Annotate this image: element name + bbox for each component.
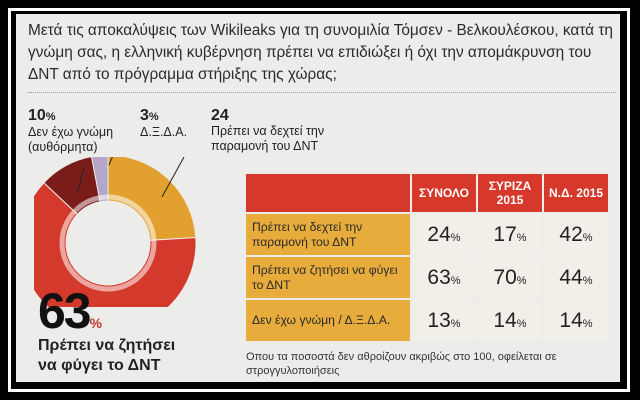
- cell-unit: %: [516, 317, 527, 330]
- cell-number: 17: [493, 222, 517, 246]
- no-opinion-label-line1: Δεν έχω γνώμη: [28, 125, 114, 139]
- accept-label-line2: παραμονή του ΔΝΤ: [211, 139, 319, 153]
- table-row: Δεν έχω γνώμη / Δ.Ξ.Δ.Α. 13% 14% 14%: [246, 300, 608, 341]
- table-row: Πρέπει να ζητήσει να φύγει το ΔΝΤ 63% 70% 4…: [246, 257, 608, 298]
- cell-unit: %: [450, 274, 461, 287]
- label-accept: 24 Πρέπει να δεχτεί την παραμονή του ΔΝΤ: [211, 108, 324, 154]
- donut-chart: [34, 157, 197, 307]
- cell-value: 14%: [478, 300, 542, 341]
- label-no-opinion: 10% Δεν έχω γνώμη (αυθόρμητα): [28, 108, 113, 155]
- infographic: Μετά τις αποκαλύψεις των Wikileaks για τ…: [16, 14, 620, 382]
- slice-dxda: [91, 157, 109, 203]
- dxda-unit: %: [148, 111, 159, 123]
- cell-number: 14: [493, 308, 517, 332]
- accept-value: 24: [211, 107, 229, 124]
- row-label: Πρέπει να ζητήσει να φύγει το ΔΝΤ: [246, 257, 410, 298]
- cell-value: 44%: [544, 257, 608, 298]
- cell-number: 42: [559, 222, 583, 246]
- cell-number: 13: [427, 308, 451, 332]
- leader-line-accept: [161, 157, 185, 198]
- table-header-row: ΣΥΝΟΛΟ ΣΥΡΙΖΑ 2015 Ν.Δ. 2015: [246, 174, 608, 212]
- cell-unit: %: [450, 231, 461, 244]
- column-header: ΣΥΡΙΖΑ 2015: [478, 174, 542, 212]
- leader-line-no-opinion: [77, 166, 85, 192]
- survey-question: Μετά τις αποκαλύψεις των Wikileaks για τ…: [28, 22, 613, 83]
- accept-label-line1: Πρέπει να δεχτεί την: [211, 124, 325, 138]
- cell-unit: %: [582, 231, 593, 244]
- column-header: Ν.Δ. 2015: [544, 174, 608, 212]
- leave-big-figure: 63%: [38, 286, 102, 336]
- no-opinion-label-line2: (αυθόρμητα): [28, 140, 98, 154]
- cell-value: 70%: [478, 257, 542, 298]
- no-opinion-value: 10: [28, 107, 46, 124]
- no-opinion-unit: %: [45, 111, 56, 123]
- row-label: Δεν έχω γνώμη / Δ.Ξ.Δ.Α.: [246, 300, 410, 341]
- cell-number: 63: [427, 265, 451, 289]
- donut-inner-ring: [59, 194, 157, 292]
- slice-accept: [107, 157, 197, 241]
- cell-value: 14%: [544, 300, 608, 341]
- cell-number: 24: [427, 222, 451, 246]
- dxda-label: Δ.Ξ.Δ.Α.: [140, 125, 188, 139]
- cell-value: 24%: [412, 214, 476, 255]
- label-dxda: 3% Δ.Ξ.Δ.Α.: [140, 108, 187, 140]
- cell-number: 44: [559, 265, 583, 289]
- footnote: Οπου τα ποσοστά δεν αθροίζουν ακριβώς στ…: [246, 351, 557, 377]
- divider: [28, 92, 616, 93]
- leave-label: Πρέπει να ζητήσει να φύγει το ΔΝΤ: [38, 336, 175, 376]
- poll-table: ΣΥΝΟΛΟ ΣΥΡΙΖΑ 2015 Ν.Δ. 2015 Πρέπει να δ…: [244, 172, 610, 343]
- leave-label-line1: Πρέπει να ζητήσει: [38, 337, 176, 354]
- row-label: Πρέπει να δεχτεί την παραμονή του ΔΝΤ: [246, 214, 410, 255]
- table-row: Πρέπει να δεχτεί την παραμονή του ΔΝΤ 24%…: [246, 214, 608, 255]
- cell-unit: %: [450, 317, 461, 330]
- dxda-value: 3: [140, 107, 149, 124]
- header-blank: [246, 174, 410, 212]
- column-header: ΣΥΝΟΛΟ: [412, 174, 476, 212]
- cell-number: 14: [559, 308, 583, 332]
- cell-value: 13%: [412, 300, 476, 341]
- cell-unit: %: [516, 274, 527, 287]
- cell-number: 70: [493, 265, 517, 289]
- cell-unit: %: [582, 274, 593, 287]
- cell-value: 42%: [544, 214, 608, 255]
- cell-value: 63%: [412, 257, 476, 298]
- cell-unit: %: [582, 317, 593, 330]
- donut-hole: [67, 202, 149, 284]
- cell-value: 17%: [478, 214, 542, 255]
- leader-line-dxda: [108, 157, 113, 166]
- leave-value: 63: [38, 283, 92, 339]
- cell-unit: %: [516, 231, 527, 244]
- leave-label-line2: να φύγει το ΔΝΤ: [38, 357, 161, 374]
- leave-unit: %: [89, 315, 103, 331]
